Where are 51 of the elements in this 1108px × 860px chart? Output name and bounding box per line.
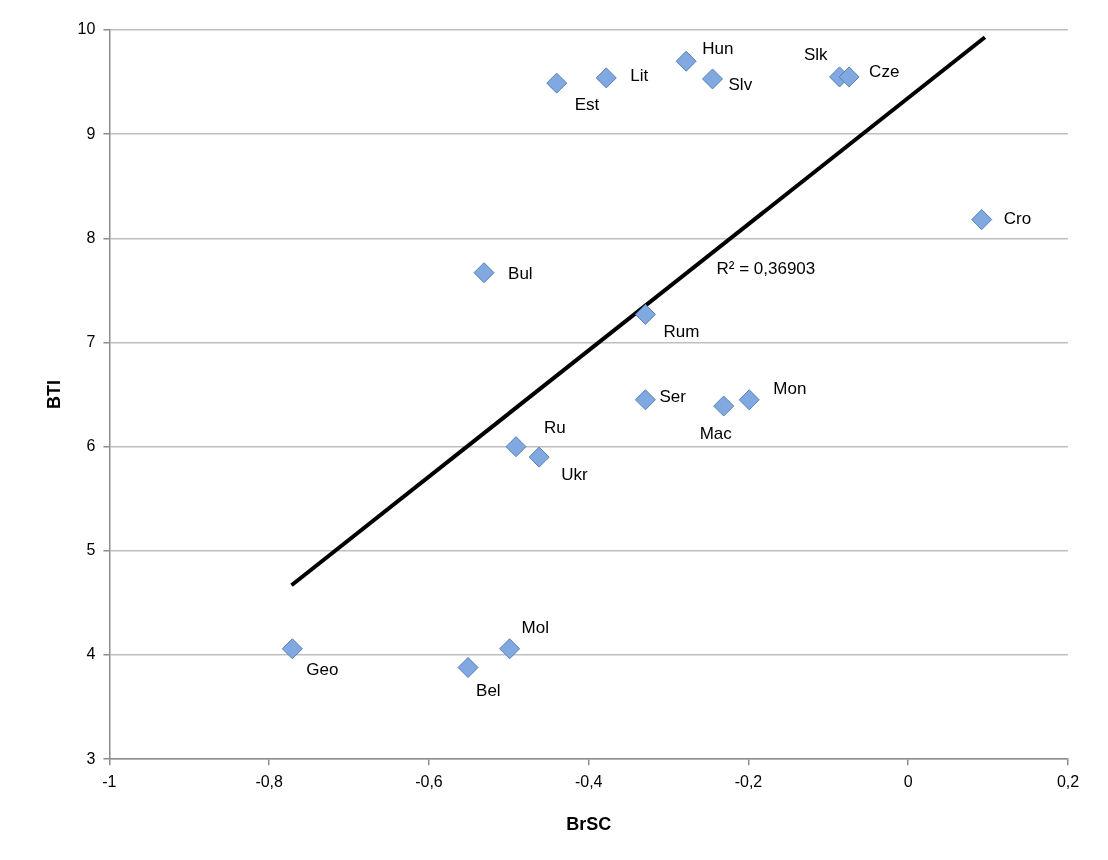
data-label: Rum: [663, 322, 700, 342]
point: [675, 50, 697, 72]
point: [702, 68, 724, 90]
y-tick-label: 4: [86, 645, 96, 663]
point: [838, 66, 860, 88]
x-tick-label: 0,2: [1056, 773, 1080, 791]
y-tick-label: 8: [86, 228, 96, 246]
annotation: R² = 0,36903: [716, 259, 816, 279]
data-label: Hun: [702, 38, 734, 58]
y-tick-label: 6: [86, 437, 96, 455]
data-label: Est: [574, 94, 600, 114]
x-tick-label: -0,6: [415, 773, 443, 791]
point: [546, 72, 568, 94]
data-label: Ru: [544, 418, 566, 438]
data-label: Mol: [521, 618, 550, 638]
point: [634, 303, 656, 325]
data-label: Lit: [630, 65, 649, 85]
data-label: Cro: [1003, 209, 1032, 229]
point: [499, 638, 521, 660]
data-label: Mac: [699, 423, 733, 443]
x-tick-label: -1: [102, 773, 117, 791]
data-label: Bul: [508, 264, 533, 284]
y-tick-label: 7: [86, 332, 96, 350]
x-tick-label: -0,4: [574, 773, 603, 791]
point: [505, 436, 527, 458]
y-tick-label: 3: [86, 749, 96, 767]
x-tick-label: 0: [903, 773, 913, 791]
point: [457, 657, 479, 679]
y-tick-label: 9: [86, 124, 96, 142]
point: [595, 67, 617, 89]
y-axis-title: BTI: [43, 380, 64, 410]
point: [528, 446, 550, 468]
data-label: Geo: [306, 660, 339, 680]
data-label: Bel: [476, 681, 501, 701]
data-label: Slv: [728, 74, 753, 94]
data-label: Slk: [803, 44, 829, 64]
y-tick-label: 10: [77, 20, 96, 38]
data-label: Mon: [773, 379, 807, 399]
point: [281, 638, 303, 660]
point: [713, 395, 735, 417]
y-tick-label: 5: [86, 541, 96, 559]
x-axis-title: BrSC: [566, 814, 612, 835]
data-label: Ser: [659, 387, 687, 407]
data-label: Cze: [869, 61, 900, 81]
point: [971, 209, 993, 231]
point: [634, 389, 656, 411]
point: [738, 389, 760, 411]
x-tick-label: -0,2: [734, 773, 763, 791]
x-tick-label: -0,8: [255, 773, 284, 791]
point: [473, 262, 495, 284]
data-label: Ukr: [561, 464, 588, 484]
